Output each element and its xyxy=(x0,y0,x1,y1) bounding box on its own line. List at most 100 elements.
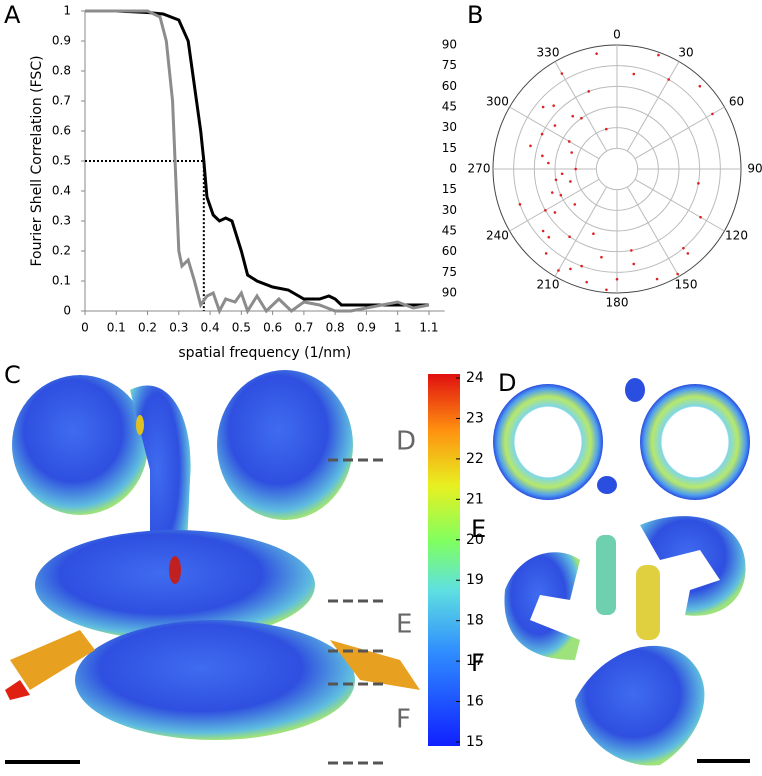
point xyxy=(630,249,633,252)
point xyxy=(569,180,572,183)
point xyxy=(559,193,563,197)
section-render xyxy=(493,378,750,766)
theta-tick-label: 120 xyxy=(725,229,748,243)
x-tick-label: 0.1 xyxy=(107,321,126,335)
point xyxy=(615,277,619,281)
colorbar-tick-label: 21 xyxy=(466,491,484,507)
y-tick-label: 0.6 xyxy=(52,124,71,138)
y-tick-label: 0.8 xyxy=(52,64,71,78)
point xyxy=(547,235,551,239)
point xyxy=(580,264,583,268)
panel-label: A xyxy=(4,1,21,29)
colorbar-tick-label: 23 xyxy=(466,410,484,426)
point xyxy=(541,154,544,158)
panel-label: B xyxy=(467,1,483,29)
r-tick-label: 60 xyxy=(442,244,457,258)
x-tick-label: 0.8 xyxy=(326,321,345,335)
y-tick-label: 0.7 xyxy=(52,94,71,108)
reference-line xyxy=(85,160,205,311)
colorbar-tick-label: 24 xyxy=(466,370,484,386)
x-tick-label: 1 xyxy=(394,321,402,335)
theta-tick-label: 0 xyxy=(613,28,621,42)
slice-lines xyxy=(328,458,385,765)
spoke xyxy=(509,178,600,232)
spoke xyxy=(634,106,725,160)
y-tick-label: 0 xyxy=(63,304,71,318)
theta-tick-label: 240 xyxy=(486,229,509,243)
r-tick-label: 45 xyxy=(442,224,457,238)
point xyxy=(547,161,550,165)
slice-label: F xyxy=(396,705,411,735)
spoke xyxy=(554,186,608,277)
theta-tick-label: 90 xyxy=(747,162,762,176)
x-tick-label: 0 xyxy=(81,321,89,335)
colorbar-tick-label: 19 xyxy=(466,572,484,588)
point xyxy=(580,116,583,120)
point xyxy=(699,215,702,219)
panel-c-render xyxy=(5,370,420,740)
r-tick-label: 90 xyxy=(442,38,457,52)
y-tick-label: 0.1 xyxy=(52,274,71,288)
point xyxy=(574,167,577,171)
y-axis-label: Fourier Shell Correlation (FSC) xyxy=(29,55,45,266)
point xyxy=(632,262,636,266)
spoke xyxy=(509,106,600,160)
y-tick-label: 0.5 xyxy=(52,154,71,168)
slice-label: D xyxy=(396,427,416,457)
r-tick-label: 15 xyxy=(442,182,457,196)
spoke xyxy=(626,186,680,277)
colorbar-tick-label: 16 xyxy=(466,694,484,710)
r-tick-label: 45 xyxy=(442,100,457,114)
point xyxy=(585,280,588,284)
point xyxy=(554,178,558,182)
r-tick-label: 15 xyxy=(442,141,457,155)
point xyxy=(570,151,573,154)
point xyxy=(697,182,700,185)
point xyxy=(560,172,564,176)
scale-bars xyxy=(5,759,750,764)
point xyxy=(676,272,679,276)
point xyxy=(529,144,532,148)
section-label: E xyxy=(471,515,486,543)
theta-tick-label: 180 xyxy=(606,296,629,310)
slice-label: E xyxy=(396,610,412,640)
point xyxy=(541,105,545,109)
point xyxy=(560,72,564,75)
point xyxy=(605,127,608,131)
section-label: F xyxy=(471,649,485,677)
spoke xyxy=(554,61,608,152)
theta-tick-label: 60 xyxy=(729,95,744,109)
section-label: D xyxy=(498,369,516,397)
r-tick-label: 60 xyxy=(442,79,457,93)
x-tick-label: 0.6 xyxy=(263,321,282,335)
fsc-line xyxy=(85,9,430,315)
point xyxy=(567,140,571,143)
r-tick-label: 0 xyxy=(449,162,457,176)
point xyxy=(592,232,595,236)
colorbar-tick-label: 22 xyxy=(466,451,484,467)
colorbar-tick-label: 18 xyxy=(466,613,484,629)
colorbar-tick-label: 15 xyxy=(466,734,484,750)
point xyxy=(682,246,685,250)
point xyxy=(550,191,554,194)
point xyxy=(655,277,659,281)
r-tick-label: 30 xyxy=(442,120,457,134)
theta-tick-label: 330 xyxy=(537,45,560,59)
x-tick-label: 0.5 xyxy=(232,321,251,335)
point xyxy=(667,78,670,81)
x-tick-label: 0.3 xyxy=(169,321,188,335)
y-tick-label: 0.3 xyxy=(52,214,71,228)
x-tick-label: 1.1 xyxy=(419,321,438,335)
point xyxy=(698,84,702,88)
colorbar-tick-label: 17 xyxy=(466,653,484,669)
x-tick-label: 0.7 xyxy=(294,321,313,335)
point xyxy=(544,209,547,212)
point xyxy=(568,235,571,239)
colorbar-tick-label: 20 xyxy=(466,532,484,548)
point xyxy=(553,124,557,127)
point xyxy=(518,203,522,206)
point xyxy=(552,104,555,107)
x-tick-label: 0.4 xyxy=(201,321,220,335)
theta-tick-label: 30 xyxy=(678,45,693,59)
